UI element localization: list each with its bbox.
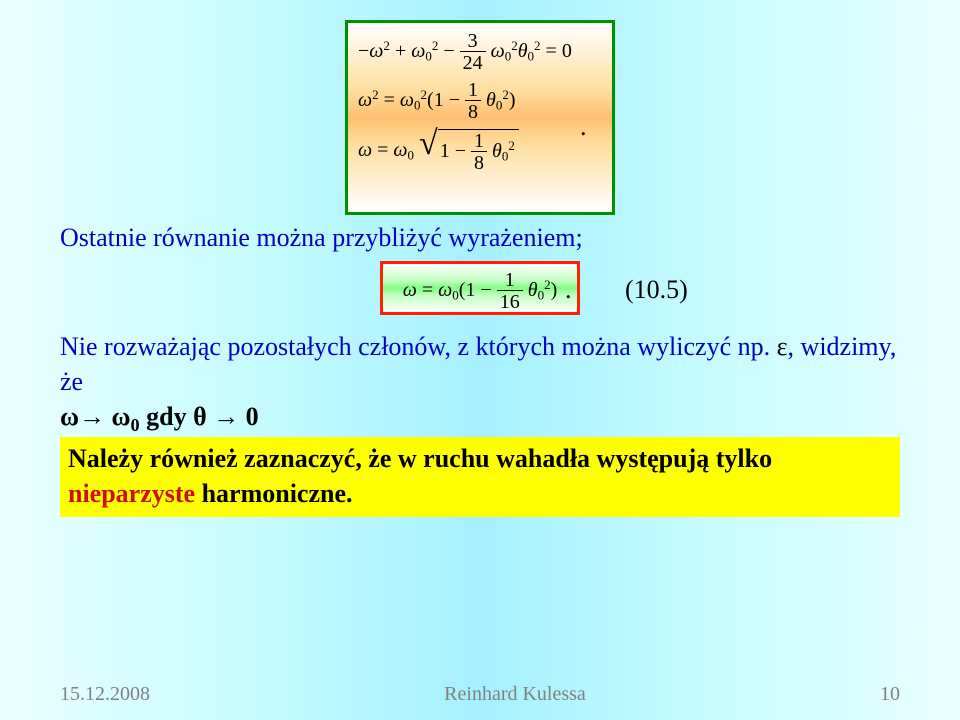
highlight-b: harmoniczne.: [195, 479, 352, 508]
frac-den: 24: [460, 52, 486, 74]
text-approx-intro: Ostatnie równanie można przybliżyć wyraż…: [60, 223, 900, 253]
footer: 15.12.2008 10 Reinhard Kulessa: [60, 683, 900, 706]
frac-num: 1: [465, 80, 481, 101]
body-epsilon: ε: [777, 332, 788, 361]
highlight-red: nieparzyste: [68, 479, 195, 508]
equation-box-2: ω = ω0(1 − 116 θ02): [380, 261, 580, 315]
equation-1a: −ω2 + ω02 − 324 ω02θ02 = 0: [358, 31, 602, 74]
highlight-a: Należy również zaznaczyć, że w ruchu wah…: [68, 444, 772, 473]
frac-den: 8: [465, 101, 481, 123]
frac-den: 8: [471, 152, 487, 174]
equation-reference: (10.5): [625, 275, 688, 305]
equation-2-wrap: ω = ω0(1 − 116 θ02) . (10.5): [60, 261, 900, 315]
equation-box-1: −ω2 + ω02 − 324 ω02θ02 = 0 ω2 = ω02(1 − …: [345, 20, 615, 215]
body-p1a: Nie rozważając pozostałych członów, z kt…: [60, 332, 777, 361]
footer-page: 10: [880, 683, 900, 706]
frac-den: 16: [497, 291, 523, 313]
footer-name: Reinhard Kulessa: [60, 683, 900, 706]
frac-num: 1: [497, 270, 523, 291]
frac-num: 1: [471, 131, 487, 152]
trailing-dot-2: .: [565, 275, 572, 305]
slide: −ω2 + ω02 − 324 ω02θ02 = 0 ω2 = ω02(1 − …: [0, 0, 960, 720]
highlight-box: Należy również zaznaczyć, że w ruchu wah…: [60, 437, 900, 517]
frac-num: 3: [460, 31, 486, 52]
body-p2: ω→ ω0 gdy θ → 0: [60, 402, 259, 431]
footer-date: 15.12.2008: [60, 683, 150, 706]
equation-1c: ω = ω0 √1 − 18 θ02: [358, 129, 602, 174]
equation-1b: ω2 = ω02(1 − 18 θ02): [358, 80, 602, 123]
equation-2: ω = ω0(1 − 116 θ02): [383, 264, 577, 319]
trailing-dot-1: .: [580, 112, 587, 142]
